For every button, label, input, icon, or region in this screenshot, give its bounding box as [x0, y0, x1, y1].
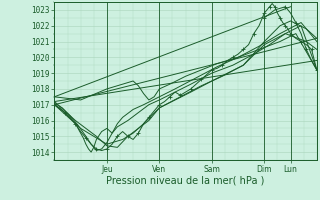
X-axis label: Pression niveau de la mer( hPa ): Pression niveau de la mer( hPa )	[107, 175, 265, 185]
